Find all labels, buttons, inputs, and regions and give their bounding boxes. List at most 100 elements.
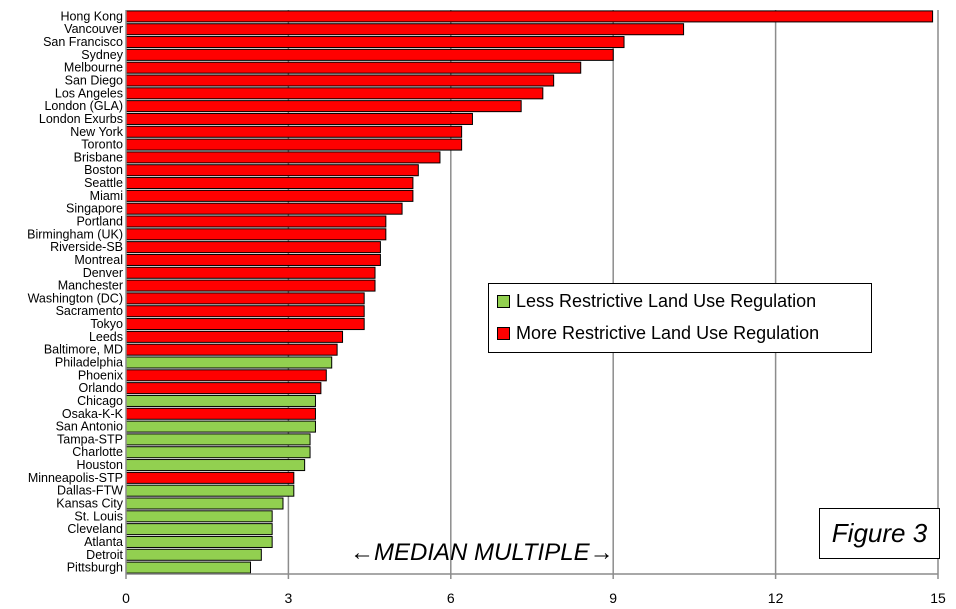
category-label: San Diego: [65, 74, 123, 88]
bar: [125, 266, 376, 279]
category-label: Atlanta: [84, 535, 123, 549]
bar: [125, 100, 522, 113]
bar: [125, 87, 544, 100]
category-label: Sacramento: [56, 304, 123, 318]
category-label: Osaka-K-K: [62, 407, 124, 421]
legend-swatch-more: [497, 326, 510, 340]
bar: [125, 305, 365, 318]
bar: [125, 343, 338, 356]
category-label: New York: [70, 125, 124, 139]
bar: [125, 497, 284, 510]
category-label: Phoenix: [78, 368, 124, 382]
bar: [125, 125, 463, 138]
category-label: Denver: [83, 266, 123, 280]
bar: [125, 112, 473, 125]
category-label: Boston: [84, 163, 123, 177]
category-label: Seattle: [84, 176, 123, 190]
bar: [125, 61, 582, 74]
x-tick-label: 9: [609, 590, 617, 606]
category-label: Philadelphia: [55, 356, 123, 370]
category-label: Chicago: [77, 394, 123, 408]
legend-label-less: Less Restrictive Land Use Regulation: [516, 290, 817, 311]
category-label: Baltimore, MD: [44, 343, 123, 357]
bar: [125, 292, 365, 305]
category-label: Riverside-SB: [50, 240, 123, 254]
bar: [125, 164, 419, 177]
bar: [125, 48, 614, 61]
category-label: Washington (DC): [28, 291, 123, 305]
bar: [125, 36, 625, 49]
bar: [125, 459, 306, 472]
category-label: Detroit: [86, 548, 123, 562]
bar: [125, 535, 273, 548]
category-label: Vancouver: [64, 22, 123, 36]
x-tick-label: 6: [447, 590, 455, 606]
bar: [125, 356, 333, 369]
bar: [125, 548, 262, 561]
bar: [125, 228, 387, 241]
category-label: Sydney: [81, 48, 123, 62]
category-label: Pittsburgh: [67, 561, 123, 575]
x-axis-label: ←MEDIAN MULTIPLE→: [350, 539, 614, 566]
category-label: Manchester: [58, 279, 123, 293]
bar: [125, 189, 414, 202]
bar: [125, 177, 414, 190]
bar: [125, 318, 365, 331]
category-label: Toronto: [81, 138, 123, 152]
axes: [125, 10, 938, 575]
legend: Less Restrictive Land Use Regulation Mor…: [488, 283, 872, 353]
category-label: Leeds: [89, 330, 123, 344]
category-label: Tampa-STP: [57, 432, 123, 446]
bar: [125, 471, 295, 484]
category-label: Tokyo: [90, 317, 123, 331]
figure-label: Figure 3: [819, 508, 940, 559]
category-label: Hong Kong: [60, 9, 123, 23]
bar: [125, 510, 273, 523]
bar: [125, 446, 311, 459]
category-label: Melbourne: [64, 61, 123, 75]
category-label: Singapore: [66, 202, 123, 216]
category-label: Kansas City: [56, 497, 123, 511]
bar: [125, 215, 387, 228]
bar: [125, 523, 273, 536]
bar: [125, 561, 252, 574]
category-label: Houston: [76, 458, 123, 472]
bars: [125, 10, 934, 574]
category-label: San Antonio: [56, 420, 123, 434]
category-label: Miami: [90, 189, 123, 203]
category-label: London (GLA): [44, 99, 123, 113]
category-label: Brisbane: [74, 150, 123, 164]
category-label: Portland: [76, 215, 123, 229]
category-label: Birmingham (UK): [27, 227, 123, 241]
legend-swatch-less: [497, 294, 510, 308]
category-label: London Exurbs: [39, 112, 123, 126]
bar: [125, 202, 403, 215]
bar: [125, 407, 316, 420]
category-label: Montreal: [74, 253, 123, 267]
x-tick-label: 3: [285, 590, 293, 606]
bar: [125, 74, 555, 87]
bar: [125, 10, 934, 23]
bar: [125, 138, 463, 151]
bar: [125, 330, 344, 343]
category-label: Los Angeles: [55, 86, 123, 100]
bar: [125, 241, 381, 254]
x-tick-labels: 0 3 6 9 12 15: [122, 574, 946, 606]
x-tick-label: 15: [930, 590, 946, 606]
bar: [125, 394, 316, 407]
bar: [125, 433, 311, 446]
x-tick-label: 0: [122, 590, 130, 606]
bar: [125, 279, 376, 292]
bar: [125, 369, 327, 382]
category-label: St. Louis: [74, 509, 123, 523]
category-label: Cleveland: [67, 522, 123, 536]
category-label: San Francisco: [43, 35, 123, 49]
legend-item-less: Less Restrictive Land Use Regulation: [497, 290, 816, 312]
x-tick-label: 12: [768, 590, 784, 606]
bar: [125, 420, 316, 433]
category-label: Dallas-FTW: [57, 484, 123, 498]
category-label: Charlotte: [72, 445, 123, 459]
legend-label-more: More Restrictive Land Use Regulation: [516, 322, 820, 343]
